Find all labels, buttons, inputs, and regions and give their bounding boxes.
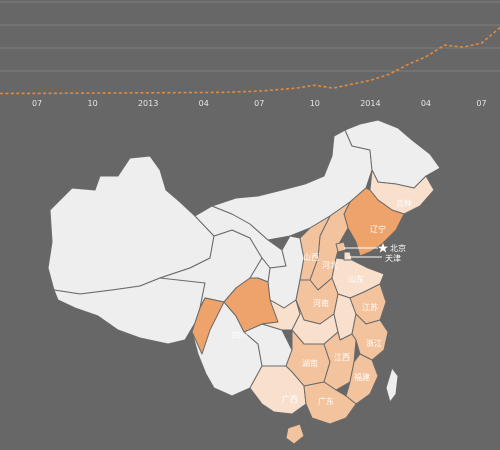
label-zhejiang: 浙江 bbox=[366, 338, 382, 348]
label-jiangsu: 江苏 bbox=[362, 302, 378, 312]
province-liaoning[interactable] bbox=[343, 187, 405, 257]
tick-label: 04 bbox=[199, 99, 209, 108]
tick-label: 04 bbox=[421, 99, 431, 108]
label-guangdong: 广东 bbox=[318, 396, 334, 406]
label-shandong: 山东 bbox=[348, 274, 364, 284]
trend-line bbox=[0, 26, 500, 95]
tick-label: 2013 bbox=[138, 99, 158, 108]
label-hebei: 河北 bbox=[322, 260, 338, 270]
label-shanxi: 山西 bbox=[303, 252, 319, 262]
star-icon bbox=[377, 243, 389, 253]
trend-timeline: 07 10 2013 04 07 10 2014 04 07 bbox=[0, 1, 500, 108]
callout-tianjin: 天津 bbox=[348, 253, 401, 263]
tick-label: 07 bbox=[476, 99, 486, 108]
tick-label: 07 bbox=[254, 99, 264, 108]
timeline-ticks: 07 10 2013 04 07 10 2014 04 07 bbox=[32, 99, 487, 108]
tick-label: 2014 bbox=[360, 99, 380, 108]
province-fujian[interactable] bbox=[345, 353, 379, 405]
label-hunan: 湖南 bbox=[302, 358, 318, 368]
china-map: 吉林 辽宁 河北 山西 山东 河南 四川 江苏 浙江 湖南 江西 福建 广西 广… bbox=[47, 119, 441, 445]
province-hainan[interactable] bbox=[285, 423, 305, 445]
label-jiangxi: 江西 bbox=[334, 353, 350, 362]
timeline-grid bbox=[0, 1, 500, 72]
label-guangxi: 广西 bbox=[282, 394, 298, 404]
tick-label: 10 bbox=[87, 99, 97, 108]
label-henan: 河南 bbox=[313, 298, 329, 308]
province-guangdong[interactable] bbox=[303, 381, 357, 425]
municipality-tianjin[interactable] bbox=[343, 251, 353, 261]
label-jilin: 吉林 bbox=[396, 198, 412, 208]
province-guangxi[interactable] bbox=[249, 365, 307, 415]
municipality-beijing[interactable] bbox=[335, 241, 347, 253]
callout-beijing-label: 北京 bbox=[390, 243, 406, 253]
province-taiwan[interactable] bbox=[385, 367, 399, 403]
province-shanxi[interactable] bbox=[299, 215, 331, 281]
label-fujian: 福建 bbox=[354, 372, 370, 382]
tick-label: 10 bbox=[310, 99, 320, 108]
label-sichuan: 四川 bbox=[232, 331, 248, 340]
tick-label: 07 bbox=[32, 99, 42, 108]
callout-beijing: 北京 bbox=[344, 243, 406, 253]
callout-tianjin-label: 天津 bbox=[385, 253, 401, 263]
label-liaoning: 辽宁 bbox=[370, 224, 386, 234]
